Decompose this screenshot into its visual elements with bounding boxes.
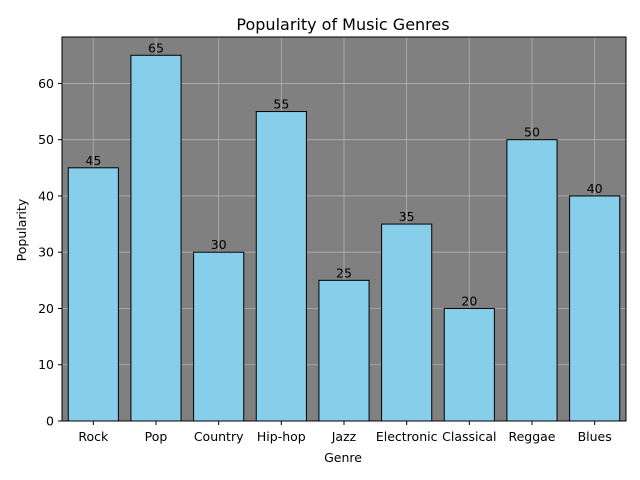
- data-label: 20: [461, 293, 477, 308]
- bar-hip-hop: [255, 111, 307, 422]
- data-label: 30: [211, 237, 227, 252]
- y-tick-label: 40: [38, 188, 54, 203]
- y-tick-label: 50: [38, 132, 54, 147]
- bar-reggae: [506, 139, 558, 422]
- bar-pop: [130, 54, 182, 422]
- bar-rock: [67, 167, 119, 422]
- y-tick-label: 60: [38, 76, 54, 91]
- y-axis: 0 10 20 30 40 50 60: [38, 76, 62, 429]
- x-tick-label: Classical: [442, 429, 496, 444]
- bar-electronic: [381, 223, 433, 422]
- x-tick-label: Hip-hop: [257, 429, 306, 444]
- data-label: 45: [85, 153, 101, 168]
- y-tick-label: 30: [38, 245, 54, 260]
- data-label: 25: [336, 265, 352, 280]
- data-label: 65: [148, 40, 164, 55]
- data-label: 40: [587, 181, 603, 196]
- x-tick-label: Jazz: [331, 429, 357, 444]
- data-label: 50: [524, 125, 540, 140]
- x-tick-label: Rock: [78, 429, 109, 444]
- data-label: 35: [399, 209, 415, 224]
- bar-jazz: [318, 279, 370, 422]
- bar-classical: [443, 307, 495, 422]
- bars: [67, 54, 621, 422]
- data-label: 55: [273, 97, 289, 112]
- y-axis-label: Popularity: [14, 198, 29, 261]
- x-tick-label: Country: [194, 429, 244, 444]
- x-tick-label: Blues: [578, 429, 612, 444]
- bar-blues: [569, 195, 621, 422]
- x-tick-label: Pop: [145, 429, 168, 444]
- y-tick-label: 20: [38, 301, 54, 316]
- x-tick-label: Electronic: [376, 429, 438, 444]
- bar-country: [193, 251, 245, 422]
- data-labels: 45 65 30 55 25 35 20 50 40: [85, 40, 602, 308]
- y-tick-label: 10: [38, 357, 54, 372]
- x-axis: Rock Pop Country Hip-hop Jazz Electronic Class…: [78, 421, 612, 444]
- x-axis-label: Genre: [324, 450, 362, 465]
- x-tick-label: Reggae: [508, 429, 555, 444]
- chart-title: Popularity of Music Genres: [236, 15, 449, 34]
- y-tick-label: 0: [46, 414, 54, 429]
